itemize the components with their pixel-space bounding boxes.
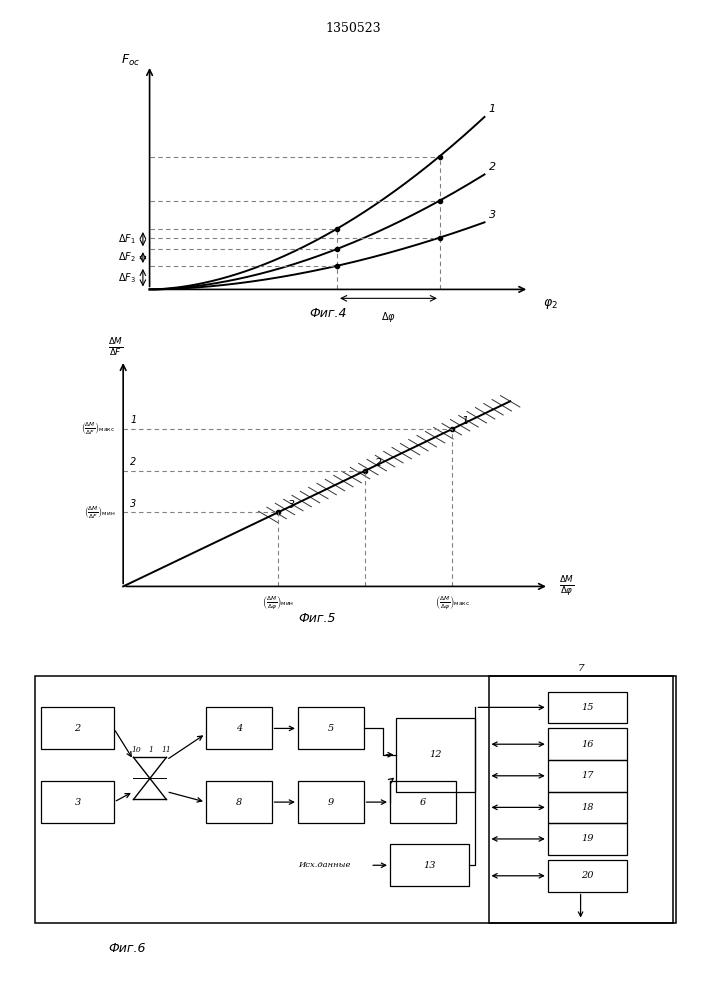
Bar [390, 844, 469, 886]
Bar [42, 707, 114, 749]
Text: 1350523: 1350523 [326, 22, 381, 35]
Text: $\varphi_2$: $\varphi_2$ [542, 297, 557, 311]
Text: 10: 10 [132, 746, 141, 754]
Text: 3: 3 [130, 499, 136, 509]
Bar [397, 718, 475, 792]
Text: $\Delta\varphi$: $\Delta\varphi$ [381, 310, 396, 324]
Bar [548, 728, 626, 760]
Text: $\left(\frac{\Delta M}{\Delta F}\right)_{\mathsf{макс}}$: $\left(\frac{\Delta M}{\Delta F}\right)_… [81, 421, 116, 437]
Bar [548, 792, 626, 823]
Text: $\frac{\Delta M}{\Delta\varphi}$: $\frac{\Delta M}{\Delta\varphi}$ [559, 575, 574, 598]
Text: $\Delta F_1$: $\Delta F_1$ [118, 232, 136, 246]
Text: 16: 16 [581, 740, 593, 749]
Text: 3: 3 [74, 798, 81, 807]
Text: $\left(\frac{\Delta M}{\Delta\varphi}\right)_{\mathsf{макс}}$: $\left(\frac{\Delta M}{\Delta\varphi}\ri… [435, 594, 469, 612]
Text: 15: 15 [581, 703, 593, 712]
Bar [206, 707, 271, 749]
Text: Исх.данные: Исх.данные [298, 861, 351, 869]
Bar [548, 860, 626, 892]
Text: 5: 5 [327, 724, 334, 733]
Text: 12: 12 [430, 750, 442, 759]
Text: $\left(\frac{\Delta M}{\Delta F}\right)_{\mathsf{мин}}$: $\left(\frac{\Delta M}{\Delta F}\right)_… [84, 504, 116, 521]
Text: Фиг.4: Фиг.4 [310, 307, 347, 320]
Text: $\Delta F_3$: $\Delta F_3$ [118, 271, 136, 285]
Text: 2: 2 [489, 162, 496, 172]
Bar [206, 781, 271, 823]
Text: 2: 2 [74, 724, 81, 733]
Text: 11: 11 [161, 746, 171, 754]
Text: 6: 6 [420, 798, 426, 807]
Text: Фиг.6: Фиг.6 [108, 942, 146, 955]
Text: $\frac{\Delta M}{\Delta F}$: $\frac{\Delta M}{\Delta F}$ [108, 336, 124, 358]
Text: 4: 4 [235, 724, 242, 733]
Text: 17: 17 [581, 771, 593, 780]
Bar [390, 781, 456, 823]
Bar [548, 823, 626, 855]
Text: $F_{oc}$: $F_{oc}$ [122, 52, 141, 68]
Text: 9: 9 [327, 798, 334, 807]
Text: 18: 18 [581, 803, 593, 812]
Text: 1: 1 [148, 746, 153, 754]
Bar [42, 781, 114, 823]
Text: Фиг.5: Фиг.5 [298, 612, 335, 625]
Text: 3: 3 [288, 500, 295, 510]
Bar [298, 781, 363, 823]
Text: 19: 19 [581, 834, 593, 843]
Text: 7: 7 [578, 664, 584, 673]
Bar [489, 676, 672, 923]
Bar [548, 692, 626, 723]
Text: 3: 3 [489, 210, 496, 220]
Text: 13: 13 [423, 861, 436, 870]
Text: 2: 2 [375, 458, 382, 468]
Text: 1: 1 [489, 104, 496, 114]
Text: 8: 8 [235, 798, 242, 807]
Text: 1: 1 [462, 416, 469, 426]
Bar [298, 707, 363, 749]
Text: $\Delta F_2$: $\Delta F_2$ [118, 251, 136, 264]
Bar [548, 760, 626, 792]
Bar [35, 676, 676, 923]
Text: $\left(\frac{\Delta M}{\Delta\varphi}\right)_{\mathsf{мин}}$: $\left(\frac{\Delta M}{\Delta\varphi}\ri… [262, 594, 294, 612]
Text: 20: 20 [581, 871, 593, 880]
Text: 2: 2 [130, 457, 136, 467]
Text: 1: 1 [130, 415, 136, 425]
